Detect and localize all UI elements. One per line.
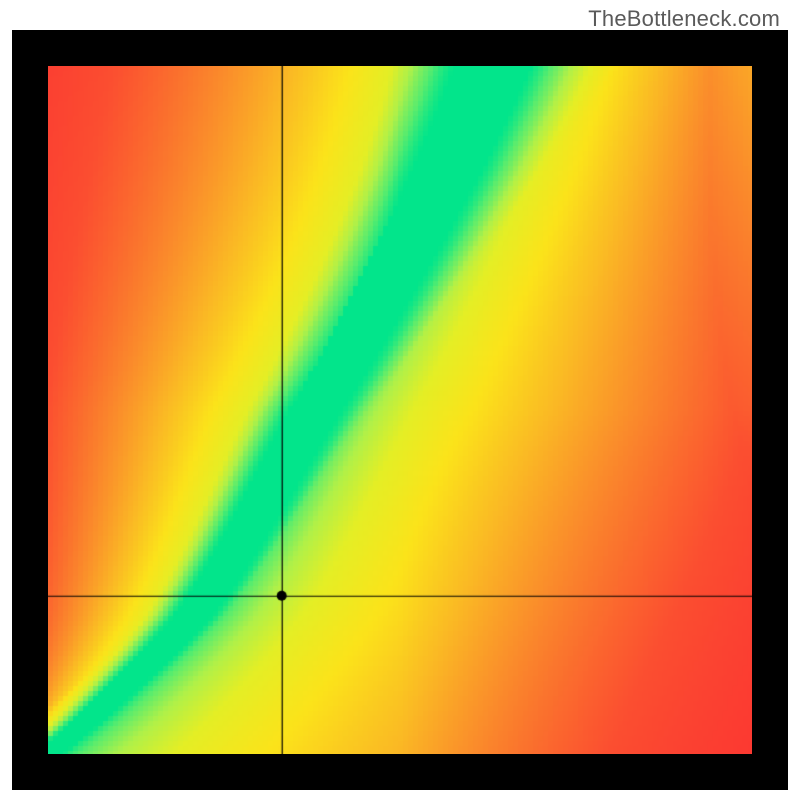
watermark-text: TheBottleneck.com bbox=[588, 6, 780, 32]
heatmap-canvas bbox=[48, 66, 752, 754]
